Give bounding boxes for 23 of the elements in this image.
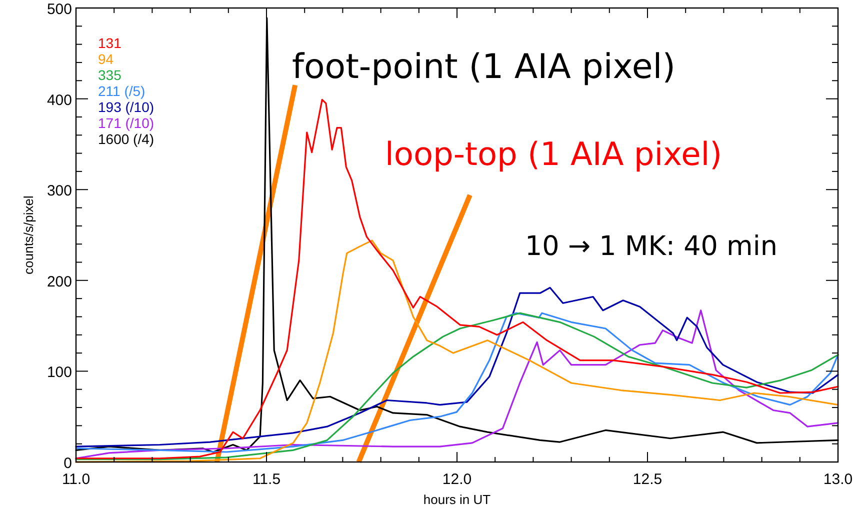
y-tick-label: 100 [46, 364, 72, 382]
x-tick-label: 11.0 [62, 471, 90, 488]
text: 171 (/10) [98, 115, 154, 131]
text: 1600 (/4) [98, 131, 154, 147]
y-tick-label: 500 [46, 1, 72, 18]
x-tick-label: 13.0 [823, 471, 853, 488]
y-tick-label: 300 [46, 182, 72, 200]
annotation: foot-point (1 AIA pixel) [292, 47, 676, 87]
x-tick-label: 12.0 [442, 471, 472, 488]
text: 335 [98, 67, 122, 83]
annotation: 10 → 1 MK: 40 min [525, 231, 778, 262]
y-tick-label: 0 [64, 455, 72, 472]
annotation: loop-top (1 AIA pixel) [385, 135, 722, 173]
x-tick-label: 11.5 [252, 471, 281, 488]
text: 193 (/10) [98, 99, 154, 115]
y-axis-title: counts/s/pixel [21, 196, 36, 274]
text: 94 [98, 51, 114, 67]
x-axis-title: hours in UT [423, 492, 491, 507]
text: 131 [98, 35, 122, 51]
y-tick-label: 200 [46, 273, 72, 290]
y-tick-label: 400 [46, 92, 72, 109]
text: 211 (/5) [98, 83, 146, 99]
x-tick-label: 12.5 [632, 471, 662, 488]
